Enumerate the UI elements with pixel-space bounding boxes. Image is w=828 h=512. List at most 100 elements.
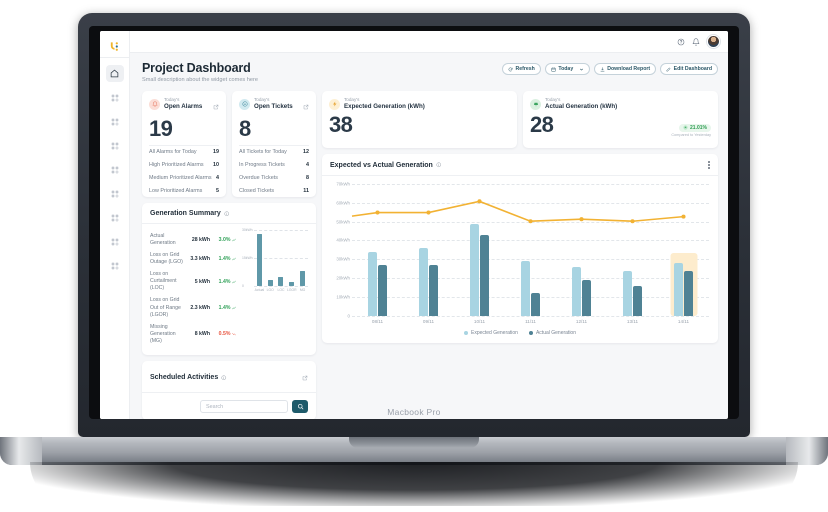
bar-expected xyxy=(571,266,581,316)
row-value: 4 xyxy=(216,175,219,182)
mini-ytick-30: 30kWh xyxy=(242,228,253,233)
row-value: 2.3 kWh xyxy=(190,305,210,311)
sidebar-item-widgets-8[interactable] xyxy=(106,257,124,274)
open-external-icon[interactable] xyxy=(213,97,219,115)
chart-xlabels: 08/11 09/11 10/11 11/11 12/11 13/11 14/1… xyxy=(331,319,709,324)
row-value: 8 kWh xyxy=(194,331,210,338)
dashboard-app: Project Dashboard Small description abou… xyxy=(100,31,728,419)
xlabel: 12/11 xyxy=(575,318,588,324)
row-value: 4 xyxy=(306,162,309,169)
sidebar-item-widgets-1[interactable] xyxy=(106,89,124,106)
open-alarms-value: 19 xyxy=(149,116,173,141)
mini-bar-mg xyxy=(300,271,306,287)
bar-expected xyxy=(622,270,632,316)
generation-cards: Today's Expected Generation (kWh) 38 xyxy=(322,91,718,149)
download-report-label: Download Report xyxy=(607,66,651,72)
legend-item-actual[interactable]: Actual Generation xyxy=(528,330,576,336)
mini-bar-lgor xyxy=(289,281,295,287)
generation-summary-title: Generation Summary xyxy=(150,210,221,218)
trend-up-icon xyxy=(232,238,236,242)
bar-actual xyxy=(531,293,541,316)
list-item: Medium Prioritized Alarms 4 xyxy=(149,172,219,185)
table-row: Actual Generation 28 kWh 3.0% xyxy=(150,230,236,249)
download-report-button[interactable]: Download Report xyxy=(593,63,657,75)
search-icon xyxy=(297,404,303,410)
avatar[interactable] xyxy=(707,35,720,48)
laptop-lid: Project Dashboard Small description abou… xyxy=(78,13,750,437)
row-label: Overdue Tickets xyxy=(239,175,278,182)
sidebar-item-widgets-6[interactable] xyxy=(106,209,124,226)
edit-dashboard-label: Edit Dashboard xyxy=(673,66,712,72)
search-button[interactable] xyxy=(292,400,308,414)
open-tickets-card[interactable]: Today's Open Tickets xyxy=(232,91,316,198)
row-label: All Alarms for Today xyxy=(149,149,197,156)
page-header: Project Dashboard Small description abou… xyxy=(142,61,718,83)
expected-generation-card[interactable]: Today's Expected Generation (kWh) 38 xyxy=(322,91,517,149)
bar-expected xyxy=(367,251,377,316)
row-delta: 3.0% xyxy=(210,237,236,243)
sidebar-item-widgets-2[interactable] xyxy=(106,113,124,130)
mini-xlabel: LGO xyxy=(266,288,274,293)
info-icon[interactable] xyxy=(436,162,442,168)
mini-chart-xlabels: Actual LGO LOC LGOR MG xyxy=(254,288,308,292)
laptop-shadow xyxy=(30,462,798,506)
list-item: Overdue Tickets 8 xyxy=(239,172,309,185)
sidebar-item-widgets-3[interactable] xyxy=(106,137,124,154)
search-input[interactable]: Search xyxy=(200,400,288,414)
trend-up-icon xyxy=(232,257,236,261)
pencil-icon xyxy=(666,67,671,71)
bar-group-11-11 xyxy=(505,184,556,316)
row-label: Loss on Curtailment (LOC) xyxy=(150,271,177,292)
alarm-icon xyxy=(149,98,160,110)
info-icon[interactable] xyxy=(224,211,230,217)
legend-item-expected[interactable]: Expected Generation xyxy=(463,330,518,336)
kebab-menu-icon[interactable] xyxy=(708,161,710,169)
open-alarms-eyebrow: Today's xyxy=(164,97,180,102)
open-tickets-eyebrow: Today's xyxy=(254,97,270,102)
bar-expected xyxy=(520,261,530,316)
list-item: All Alarms for Today 19 xyxy=(149,146,219,159)
sidebar-item-home[interactable] xyxy=(105,65,124,82)
help-icon[interactable] xyxy=(677,38,685,46)
solar-panel-icon xyxy=(530,98,541,110)
bar-expected xyxy=(673,263,683,316)
edit-dashboard-button[interactable]: Edit Dashboard xyxy=(660,63,718,75)
mini-bar-loc xyxy=(278,276,284,287)
info-icon[interactable] xyxy=(221,375,227,381)
app-logo[interactable] xyxy=(100,36,129,58)
ticket-icon xyxy=(239,98,250,110)
delta-value: 21.01% xyxy=(690,124,707,131)
date-range-dropdown[interactable]: Today xyxy=(544,63,590,75)
bell-icon[interactable] xyxy=(692,37,700,46)
bar-group-12-11 xyxy=(556,184,607,316)
row-delta: 1.4% xyxy=(210,279,236,285)
chevron-down-icon xyxy=(579,68,583,71)
actual-generation-card[interactable]: Today's Actual Generation (kWh) 28 xyxy=(523,91,718,149)
open-external-icon[interactable] xyxy=(303,97,309,115)
bar-group-13-11 xyxy=(607,184,658,316)
ytick-0: 0 xyxy=(347,313,350,319)
trend-line-markers xyxy=(375,199,686,224)
sidebar-item-widgets-5[interactable] xyxy=(106,185,124,202)
sidebar-item-widgets-7[interactable] xyxy=(106,233,124,250)
list-item: All Tickets for Today 12 xyxy=(239,146,309,159)
actual-generation-eyebrow: Today's xyxy=(545,97,561,102)
bar-group-08-11 xyxy=(352,184,403,316)
bar-group-14-11[interactable] xyxy=(658,184,709,316)
row-value: 11 xyxy=(303,187,309,194)
actual-generation-value: 28 xyxy=(530,112,554,138)
top-bar xyxy=(130,31,728,53)
xlabel: 08/11 xyxy=(371,318,384,324)
calendar-icon xyxy=(551,67,556,72)
open-external-icon[interactable] xyxy=(302,368,308,386)
dashboard-grid: Today's Open Alarms xyxy=(142,91,718,419)
row-value: 10 xyxy=(213,162,219,169)
refresh-button[interactable]: Refresh xyxy=(501,63,541,75)
row-label: Closed Tickets xyxy=(239,187,275,194)
generation-summary-panel: Generation Summary xyxy=(142,203,316,356)
row-value: 5 xyxy=(216,187,219,194)
open-alarms-card[interactable]: Today's Open Alarms xyxy=(142,91,226,198)
download-icon xyxy=(600,66,605,71)
sidebar-item-widgets-4[interactable] xyxy=(106,161,124,178)
